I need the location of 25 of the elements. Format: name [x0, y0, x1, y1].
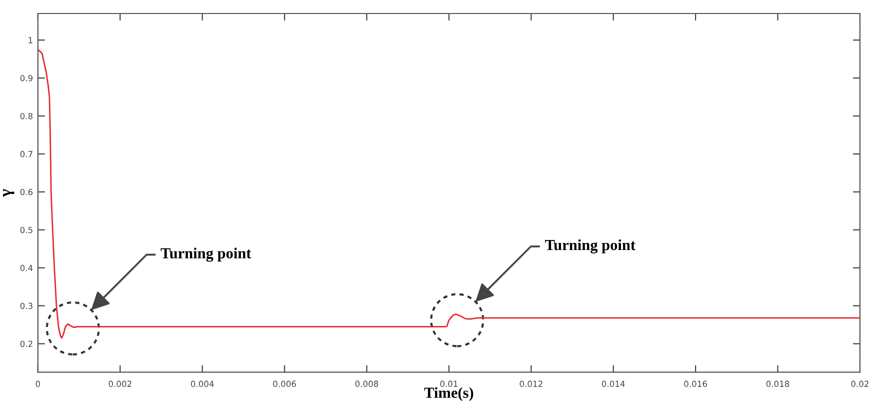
x-tick-label: 0: [36, 380, 40, 387]
y-tick-label: 0.5: [20, 226, 32, 234]
y-tick-label: 0.8: [20, 112, 32, 120]
x-tick-label: 0.016: [684, 380, 707, 387]
x-tick-label: 0.012: [520, 380, 542, 387]
y-tick-label: 0.7: [20, 150, 32, 158]
x-tick-label: 0.01: [440, 380, 458, 387]
x-tick-label: 0.002: [108, 380, 132, 387]
x-tick-label: 0.006: [273, 380, 296, 387]
x-tick-label: 0.018: [766, 380, 790, 387]
y-tick-label: 0.4: [20, 264, 33, 272]
x-tick-label: 0.014: [602, 380, 625, 387]
line-series: [38, 48, 860, 339]
y-tick-label: 0.2: [20, 340, 32, 348]
y-tick-label: 0.9: [20, 75, 32, 82]
y-axis-title: γ: [3, 189, 14, 197]
x-tick-label: 0.004: [190, 380, 214, 387]
y-tick-label: 1: [28, 37, 32, 44]
x-tick-label: 0.008: [355, 380, 378, 387]
y-tick-label: 0.3: [20, 302, 32, 310]
y-tick-label: 0.6: [20, 188, 33, 196]
annotation: Turning point: [160, 248, 252, 262]
annotation: Turning point: [545, 239, 636, 254]
x-axis-title: Time(s): [424, 387, 474, 402]
x-tick-label: 0.02: [851, 380, 868, 387]
